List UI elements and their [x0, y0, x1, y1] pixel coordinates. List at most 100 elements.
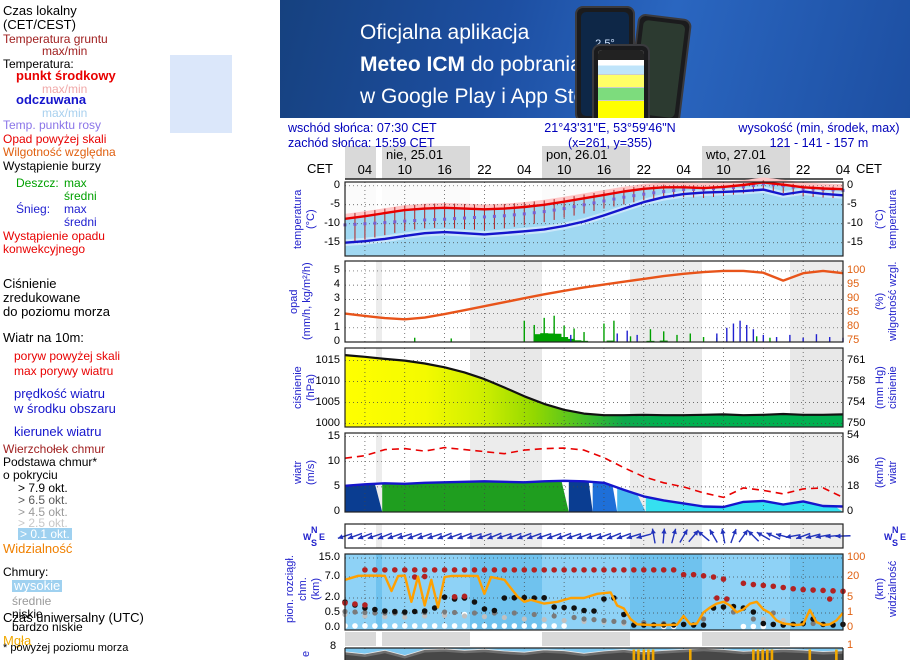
legend-item-wierzcholek: Wierzchołek chmur [3, 442, 106, 456]
tick-label: 54 [847, 429, 860, 441]
tick-label: 0 [333, 505, 340, 517]
header-hour-9: 10 [716, 162, 731, 177]
tick-label: 0 [333, 178, 340, 191]
header-day-0: nie, 25.01 [386, 147, 444, 162]
legend-item-podstawa-2: o pokryciu [3, 468, 58, 482]
legend-item-bardzo-niskie: bardzo niskie [12, 620, 83, 634]
legend-item-deszcz-max: max [64, 176, 87, 190]
banner-line2: Meteo ICM do pobrania [360, 53, 582, 76]
header-hour-3: 22 [477, 162, 492, 177]
legend-item-temp-rosy: Temp. punktu rosy [3, 118, 102, 132]
coordinates-label: 21°43'31"E, 53°59'46"N [544, 121, 676, 135]
tick-label: -15 [847, 235, 863, 248]
tick-label: 0.0 [324, 621, 340, 633]
header-day-1: pon, 26.01 [546, 147, 608, 162]
legend-item-okt-79: > 7.9 okt. [18, 481, 68, 495]
panel-opad [344, 260, 844, 343]
legend-item-kierunek: kierunek wiatru [14, 424, 102, 439]
legend-item-temp-gruntu: Temperatura gruntu [3, 32, 108, 46]
header-hour-12: 04 [835, 162, 851, 177]
tick-label: 0 [333, 335, 340, 347]
tick-label: 2 [333, 306, 340, 319]
tick-label: 18 [847, 480, 860, 492]
tick-label: 85 [847, 306, 860, 318]
tick-label: 8 [330, 640, 337, 652]
legend-item-deszcz: Deszcz: [16, 176, 59, 190]
banner-line1: Oficjalna aplikacja [360, 21, 530, 44]
tick-label: -10 [324, 216, 340, 229]
axis-title: temperatura (°C) [292, 189, 317, 249]
tick-label: -5 [330, 197, 340, 210]
legend-item-srednie: średnie [12, 594, 52, 608]
legend-item-podstawa-1: Podstawa chmur* [3, 455, 98, 469]
header-hour-5: 10 [556, 162, 572, 177]
legend-item-wiatr-10m: Wiatr na 10m: [3, 330, 84, 345]
legend-item-konwekcyjny-2: konwekcyjnego [3, 242, 86, 256]
tick-label: 1005 [315, 395, 340, 408]
tick-label: 750 [847, 417, 866, 429]
tick-label: 1010 [315, 374, 340, 387]
tick-label: 1 [333, 320, 340, 333]
phone-screen-meteogram [598, 50, 644, 118]
legend-item-temperatura: Temperatura: [3, 57, 74, 71]
legend-item-chmury: Chmury: [3, 565, 49, 579]
legend-item-snieg: Śnieg: [16, 202, 51, 216]
legend-item-predkosc-1: prędkość wiatru [14, 386, 106, 401]
tick-label: 5 [333, 263, 340, 276]
legend-item-deszcz-sredni: średni [64, 189, 97, 203]
legend-item-okt-65: > 6.5 okt. [18, 493, 68, 507]
axis-title: opad (mm/h, kg/m²/h) [288, 262, 313, 341]
legend-item-cisnienie-1: Ciśnienie [3, 276, 57, 291]
tick-label: 5 [847, 591, 854, 603]
time-header-strip [345, 146, 843, 646]
tick-label: -10 [847, 216, 863, 229]
header-hour-10: 16 [756, 162, 771, 177]
tick-label: 0 [847, 178, 854, 191]
legend-item-cisnienie-3: do poziomu morza [3, 304, 110, 319]
tick-label: 0.5 [324, 606, 340, 618]
legend-item-od-maxmin: max/min [42, 106, 88, 120]
tick-label: 2.0 [324, 591, 340, 603]
utc-axis-label: Czas uniwersalny (UTC) [3, 610, 144, 625]
axis-title: (km) widzialność [874, 560, 899, 618]
legend-item-niskie: niskie [12, 607, 43, 621]
axis-title: e [300, 650, 312, 658]
panel-temperatura [343, 177, 845, 257]
axis-title: pion. rozciągł. chm. (km) [284, 555, 322, 623]
header-hour-7: 22 [636, 162, 652, 177]
tick-label: 5 [333, 479, 340, 492]
tick-label: 1000 [315, 416, 340, 429]
altitude-label: wysokość (min, środek, max) [738, 121, 900, 135]
legend-item-punkt-srodkowy: punkt środkowy [16, 68, 116, 83]
tick-label: 1 [847, 606, 854, 618]
axis-title: (mm Hg) ciśnienie [874, 366, 899, 409]
header-hour-8: 04 [676, 162, 691, 177]
legend-item-wilgotnosc: Wilgotność względna [3, 145, 116, 159]
axis-title: wiatr (m/s) [292, 459, 317, 486]
legend-item-opad-skali: Opad powyżej skali [3, 132, 107, 146]
axis-title: (km/h) wiatr [874, 456, 899, 489]
header-day-2: wto, 27.01 [706, 147, 766, 162]
tick-label: 7.0 [324, 570, 340, 582]
panel-cisnienie [344, 347, 844, 428]
sunset-label: zachód słońca: 15:59 CET [288, 136, 435, 150]
phone-mockup-front [592, 44, 650, 118]
axis-title: (%) wilgotność wzgl. [874, 261, 899, 342]
legend-item-konwekcyjny-1: Wystąpienie opadu [3, 229, 105, 243]
app-promo-banner[interactable]: Oficjalna aplikacja Meteo ICM do pobrani… [280, 0, 910, 118]
legend-item-ps-maxmin: max/min [42, 82, 88, 96]
tick-label: 95 [847, 278, 860, 290]
panel-zachmurzenie [344, 647, 844, 660]
legend-item-widzialnosc: Widzialność [3, 541, 73, 556]
tick-label: 20 [847, 570, 860, 582]
tick-label: 100 [847, 264, 866, 276]
legend-item-mgla: Mgła [3, 633, 32, 648]
tick-label: 15 [327, 429, 340, 442]
legend-item-max-porywy: max porywy wiatru [14, 364, 114, 378]
tick-label: 1 [847, 639, 854, 651]
header-hour-6: 16 [596, 162, 612, 177]
header-hour-0: 04 [357, 162, 373, 177]
